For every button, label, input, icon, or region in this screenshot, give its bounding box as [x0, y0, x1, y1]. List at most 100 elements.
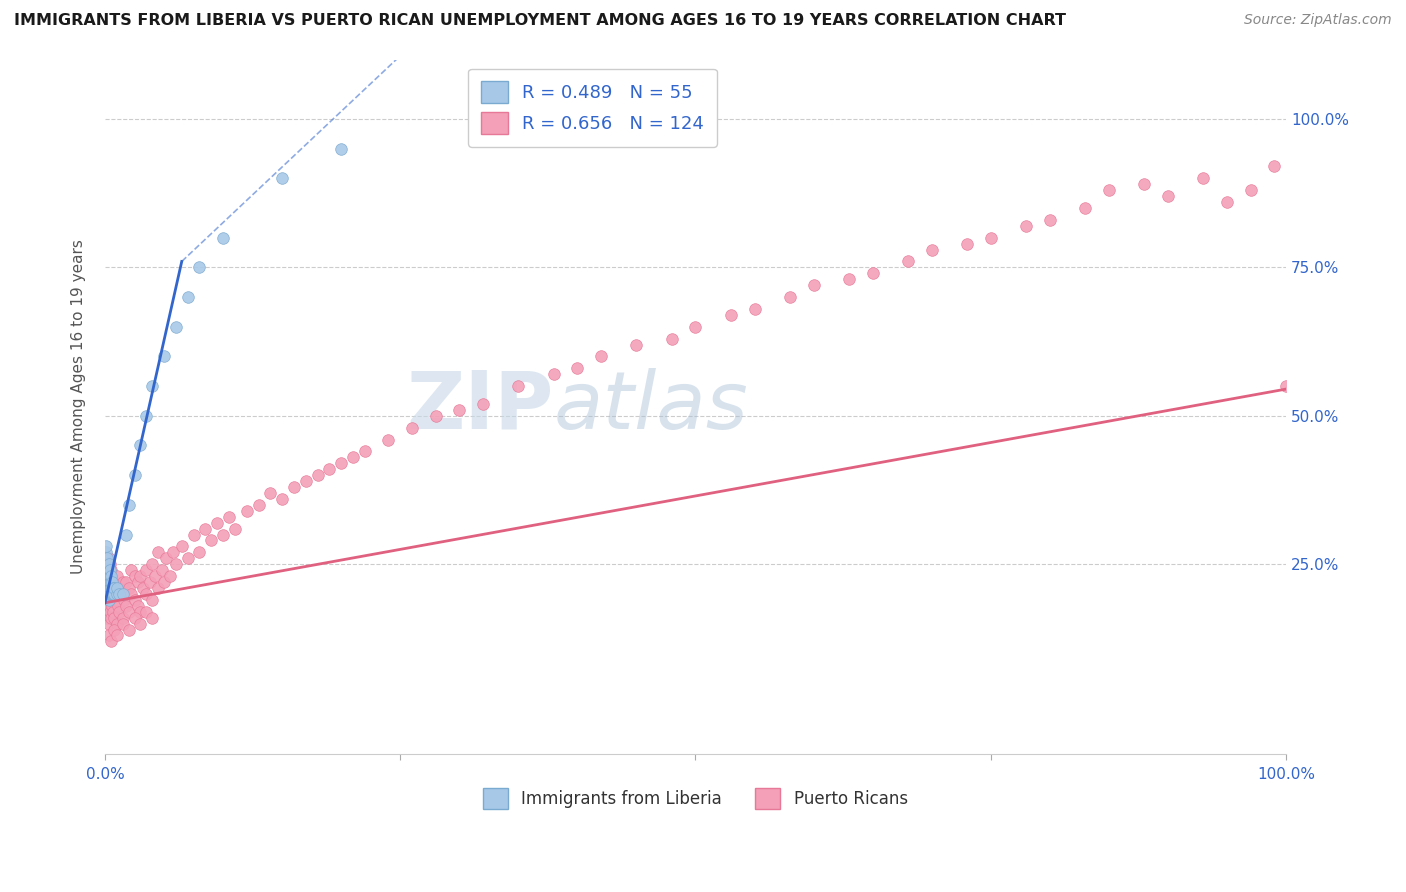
Point	[1275, 379, 1298, 393]
Point	[135, 563, 157, 577]
Point	[105, 587, 128, 601]
Point	[153, 575, 176, 590]
Point	[188, 260, 211, 275]
Point	[96, 563, 118, 577]
Point	[141, 558, 163, 572]
Point	[146, 545, 169, 559]
Point	[135, 605, 157, 619]
Point	[165, 319, 187, 334]
Point	[271, 491, 294, 506]
Point	[96, 575, 118, 590]
Point	[98, 558, 121, 572]
Point	[176, 551, 198, 566]
Point	[543, 368, 565, 382]
Text: IMMIGRANTS FROM LIBERIA VS PUERTO RICAN UNEMPLOYMENT AMONG AGES 16 TO 19 YEARS C: IMMIGRANTS FROM LIBERIA VS PUERTO RICAN …	[14, 13, 1066, 29]
Point	[224, 522, 246, 536]
Point	[188, 545, 211, 559]
Point	[294, 474, 316, 488]
Point	[97, 628, 120, 642]
Point	[685, 319, 707, 334]
Point	[980, 230, 1002, 244]
Point	[97, 575, 120, 590]
Point	[176, 290, 198, 304]
Point	[96, 563, 118, 577]
Point	[1039, 213, 1062, 227]
Point	[115, 527, 138, 541]
Point	[96, 563, 118, 577]
Point	[98, 575, 121, 590]
Point	[1133, 178, 1156, 192]
Point	[96, 587, 118, 601]
Point	[155, 551, 177, 566]
Point	[96, 551, 118, 566]
Point	[100, 587, 122, 601]
Point	[283, 480, 305, 494]
Point	[97, 616, 120, 631]
Point	[96, 599, 118, 613]
Point	[146, 581, 169, 595]
Point	[449, 402, 471, 417]
Y-axis label: Unemployment Among Ages 16 to 19 years: Unemployment Among Ages 16 to 19 years	[72, 239, 86, 574]
Point	[200, 533, 222, 548]
Point	[115, 575, 138, 590]
Point	[100, 634, 122, 648]
Point	[124, 569, 146, 583]
Point	[97, 563, 120, 577]
Point	[471, 397, 494, 411]
Point	[98, 581, 121, 595]
Point	[117, 605, 139, 619]
Point	[1239, 183, 1261, 197]
Point	[141, 379, 163, 393]
Point	[129, 438, 152, 452]
Point	[96, 575, 118, 590]
Text: ZIP: ZIP	[406, 368, 554, 446]
Point	[120, 563, 142, 577]
Point	[108, 605, 131, 619]
Point	[97, 551, 120, 566]
Point	[139, 575, 162, 590]
Point	[141, 592, 163, 607]
Point	[838, 272, 860, 286]
Point	[259, 486, 281, 500]
Point	[97, 587, 120, 601]
Point	[111, 610, 134, 624]
Point	[105, 581, 128, 595]
Point	[803, 278, 825, 293]
Point	[96, 545, 118, 559]
Point	[103, 587, 125, 601]
Point	[96, 569, 118, 583]
Point	[135, 409, 157, 423]
Point	[132, 581, 155, 595]
Point	[170, 540, 193, 554]
Point	[956, 236, 979, 251]
Text: Source: ZipAtlas.com: Source: ZipAtlas.com	[1244, 13, 1392, 28]
Point	[101, 581, 124, 595]
Point	[150, 563, 173, 577]
Point	[108, 581, 131, 595]
Point	[159, 569, 181, 583]
Point	[425, 409, 447, 423]
Point	[401, 420, 423, 434]
Point	[1098, 183, 1121, 197]
Point	[129, 569, 152, 583]
Point	[103, 587, 125, 601]
Point	[124, 610, 146, 624]
Point	[107, 599, 129, 613]
Point	[111, 587, 134, 601]
Point	[1015, 219, 1038, 233]
Point	[110, 587, 132, 601]
Point	[112, 592, 135, 607]
Point	[97, 569, 120, 583]
Point	[115, 599, 138, 613]
Point	[897, 254, 920, 268]
Point	[117, 581, 139, 595]
Point	[96, 569, 118, 583]
Point	[96, 581, 118, 595]
Point	[342, 450, 364, 465]
Point	[101, 575, 124, 590]
Point	[744, 301, 766, 316]
Point	[661, 332, 683, 346]
Point	[124, 468, 146, 483]
Point	[103, 581, 125, 595]
Point	[101, 599, 124, 613]
